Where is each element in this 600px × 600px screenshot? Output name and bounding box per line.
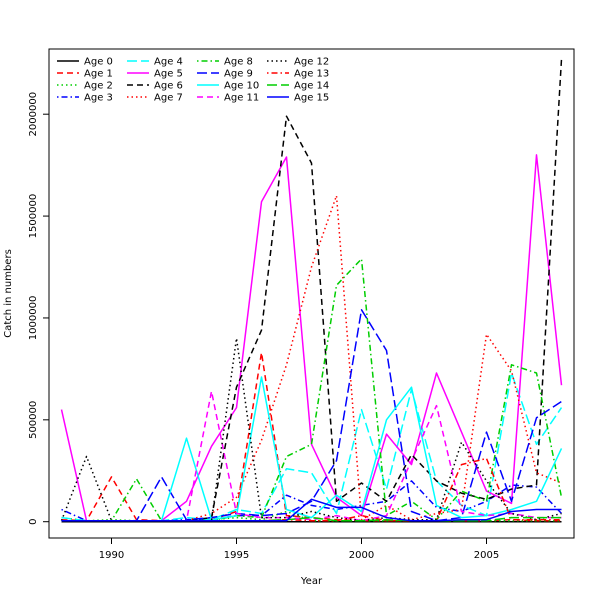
legend-label: Age 10 [224, 81, 259, 92]
legend-label: Age 4 [154, 57, 183, 68]
y-axis-title: Catch in numbers [3, 249, 14, 338]
series-layer [60, 59, 563, 523]
x-axis: 1990 1995 2000 2005 [99, 538, 499, 561]
legend-label: Age 15 [294, 93, 329, 104]
legend-label: Age 13 [294, 69, 329, 80]
x-axis-title: Year [300, 576, 323, 587]
series-line-age-12 [60, 337, 562, 522]
legend-label: Age 8 [224, 57, 253, 68]
legend-label: Age 11 [224, 93, 259, 104]
legend-label: Age 6 [154, 81, 183, 92]
legend-label: Age 9 [224, 69, 253, 80]
series-line-age-13 [61, 457, 562, 522]
legend-label: Age 12 [294, 57, 329, 68]
y-tick-label: 0 [28, 519, 39, 525]
legend-label: Age 14 [294, 81, 329, 92]
series-line-age-6 [61, 59, 563, 522]
y-tick-label: 500000 [28, 401, 39, 439]
plot-frame [48, 48, 575, 539]
legend-label: Age 0 [84, 57, 113, 68]
x-tick-label: 2000 [349, 550, 374, 561]
legend-label: Age 2 [84, 81, 113, 92]
y-tick-label: 1500000 [28, 194, 39, 239]
y-tick-label: 2000000 [28, 92, 39, 137]
x-tick-label: 2005 [474, 550, 499, 561]
series-line-age-9 [61, 309, 562, 522]
legend-label: Age 3 [84, 93, 113, 104]
series-line-age-8 [61, 258, 563, 522]
series-line-age-7 [61, 194, 562, 522]
legend-label: Age 1 [84, 69, 113, 80]
legend-label: Age 5 [154, 69, 183, 80]
x-tick-label: 1995 [224, 550, 249, 561]
y-tick-label: 1000000 [28, 296, 39, 341]
x-tick-label: 1990 [99, 550, 124, 561]
legend-label: Age 7 [154, 93, 183, 104]
series-line-age-5 [60, 154, 563, 522]
y-axis: 0 500000 1000000 1500000 2000000 [28, 92, 49, 525]
series-line-age-15 [61, 498, 562, 522]
